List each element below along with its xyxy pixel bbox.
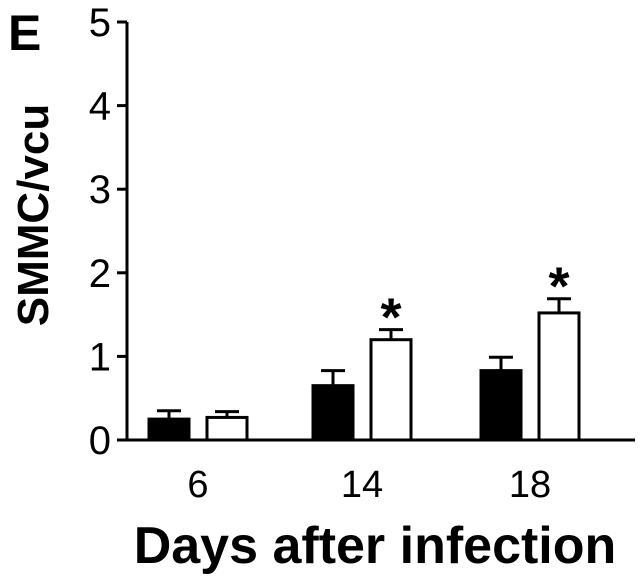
significance-marker: *: [548, 257, 569, 317]
bar-solid: [479, 369, 523, 442]
panel-label: E: [8, 5, 41, 61]
y-tick-label: 4: [89, 85, 111, 129]
y-tick-label: 0: [89, 419, 111, 463]
bar-open: [369, 338, 413, 442]
significance-marker: *: [380, 288, 401, 348]
bar-open: [205, 415, 249, 442]
x-ticks: 6 14 18: [187, 464, 551, 506]
y-tick-label: 1: [89, 335, 111, 379]
x-tick-label: 14: [341, 464, 383, 506]
y-axis-label: SMMC/vcu: [9, 104, 58, 326]
bar-solid: [147, 417, 191, 442]
bar-open: [537, 311, 581, 442]
y-ticks: 0 1 2 3 4 5: [89, 1, 127, 463]
y-tick-label: 3: [89, 168, 111, 212]
x-tick-label: 18: [509, 464, 551, 506]
x-axis-label: Days after infection: [134, 517, 617, 575]
bars: **: [147, 257, 581, 442]
y-tick-label: 2: [89, 252, 111, 296]
y-tick-label: 5: [89, 1, 111, 45]
bar-solid: [311, 384, 355, 442]
x-tick-label: 6: [187, 464, 208, 506]
